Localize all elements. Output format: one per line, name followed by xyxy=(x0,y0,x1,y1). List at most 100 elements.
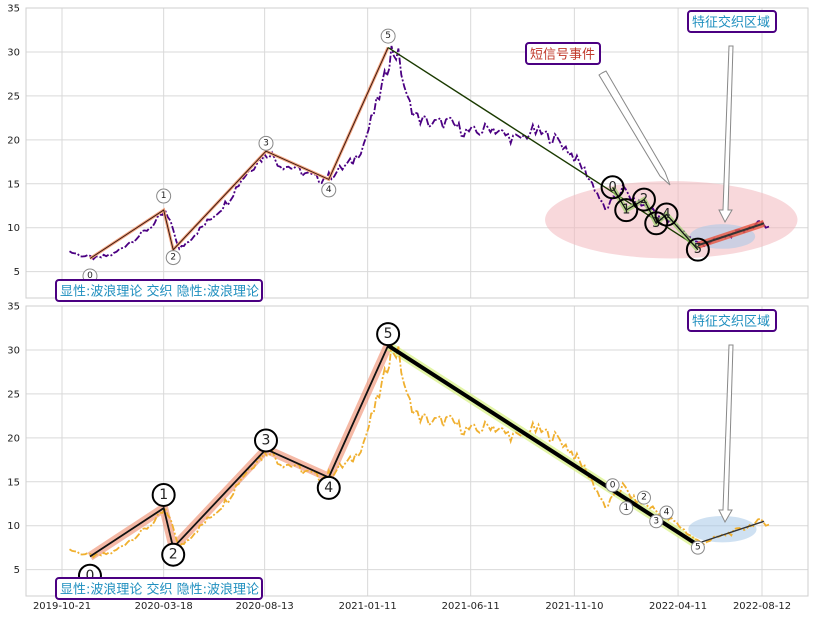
wave-line xyxy=(89,345,389,558)
y-tick-label: 20 xyxy=(7,135,20,146)
y-tick-label: 10 xyxy=(7,521,20,532)
short-signal-annotation: 短信号事件 xyxy=(525,42,601,65)
wave-label: 0 xyxy=(87,271,93,281)
short-signal-circle xyxy=(605,478,620,493)
top-feature-region-text: 特征交织区域 xyxy=(692,15,770,31)
short-signal-line xyxy=(612,186,699,251)
wave-label-circle xyxy=(258,135,274,151)
y-tick-label: 35 xyxy=(7,302,20,313)
wave-label: 1 xyxy=(161,191,167,201)
feature-region-line xyxy=(697,520,765,544)
short-signal-label: 3 xyxy=(652,216,660,231)
top-short-signal-lines xyxy=(610,186,700,252)
short-signal-label: 3 xyxy=(653,516,659,526)
top-wave-labels: 0 1 2 3 4 5 xyxy=(82,28,396,284)
top-y-tick-labels: 5 10 15 20 25 30 35 xyxy=(7,4,20,279)
bottom-feature-region-line xyxy=(697,520,765,544)
top-legend-annotation: 显性:波浪理论 交织 隐性:波浪理论 xyxy=(55,279,263,302)
short-signal-circle xyxy=(631,187,656,212)
short-signal-circle xyxy=(659,505,674,520)
short-signal-arrow xyxy=(598,70,671,186)
bottom-feature-region-annotation: 特征交织区域 xyxy=(687,309,777,332)
x-tick-label: 2022-04-11 xyxy=(649,601,707,612)
wave-label-circle xyxy=(316,475,341,500)
wave-label-circle xyxy=(156,188,172,204)
wave-line-glow xyxy=(87,343,393,561)
wave-line xyxy=(89,47,389,259)
wave-label-circle xyxy=(253,428,278,453)
wave-label: 0 xyxy=(86,568,95,584)
wave-label: 4 xyxy=(324,480,333,496)
short-signal-circle xyxy=(654,202,679,227)
top-feature-region-arrow xyxy=(718,45,734,224)
short-signal-circle xyxy=(614,198,639,223)
x-tick-label: 2020-03-18 xyxy=(135,601,193,612)
short-signal-text: 短信号事件 xyxy=(530,48,595,63)
feature-region-line xyxy=(697,222,765,247)
bottom-wave-glow xyxy=(87,341,701,561)
wave-label-circle xyxy=(161,542,186,567)
short-signal-label: 4 xyxy=(662,207,670,222)
short-signal-label: 2 xyxy=(640,192,648,207)
bottom-frame xyxy=(25,305,809,597)
bottom-wave-lines xyxy=(89,343,699,558)
top-wave-lines xyxy=(89,46,699,260)
short-signal-label: 2 xyxy=(641,493,647,503)
x-tick-label: 2021-01-11 xyxy=(339,601,397,612)
x-tick-label: 2022-08-12 xyxy=(733,601,791,612)
y-tick-label: 35 xyxy=(7,4,20,15)
y-tick-label: 25 xyxy=(7,91,20,102)
short-signal-label: 0 xyxy=(608,180,616,195)
x-tick-labels: 2019-10-21 2020-03-18 2020-08-13 2021-01-11… xyxy=(33,601,791,612)
y-tick-label: 25 xyxy=(7,389,20,400)
y-tick-label: 15 xyxy=(7,477,20,488)
trend-line xyxy=(387,343,699,547)
short-signal-label: 4 xyxy=(664,508,670,518)
bottom-short-signal-labels: 0 1 2 34 5 xyxy=(605,478,705,555)
highlight-ellipse xyxy=(688,516,757,543)
bottom-legend-annotation: 显性:波浪理论 交织 隐性:波浪理论 xyxy=(55,577,263,600)
short-signal-circle xyxy=(685,237,710,262)
top-feature-region-line xyxy=(696,219,766,249)
wave-label: 3 xyxy=(263,138,269,148)
wave-label: 2 xyxy=(170,253,176,263)
y-tick-label: 5 xyxy=(14,267,20,278)
short-signal-circle xyxy=(600,175,625,200)
top-legend-text: 显性:波浪理论 交织 隐性:波浪理论 xyxy=(60,284,259,300)
wave-label-circle xyxy=(165,250,181,266)
bottom-y-tick-labels: 5 10 15 20 25 30 35 xyxy=(7,302,20,577)
bottom-wave-labels: 0 1 2 3 4 5 xyxy=(77,322,401,588)
wave-label: 4 xyxy=(326,185,332,195)
x-tick-label: 2020-08-13 xyxy=(236,601,294,612)
y-tick-label: 10 xyxy=(7,223,20,234)
wave-label-circle xyxy=(376,322,401,347)
wave-label: 5 xyxy=(384,326,393,342)
bottom-legend-text: 显性:波浪理论 交织 隐性:波浪理论 xyxy=(60,582,259,598)
y-tick-label: 15 xyxy=(7,179,20,190)
wave-label-circle xyxy=(151,482,176,507)
top-frame xyxy=(25,7,809,299)
short-signal-label: 5 xyxy=(695,543,701,553)
short-signal-label: 1 xyxy=(623,503,629,513)
y-tick-label: 30 xyxy=(7,47,20,58)
y-tick-label: 5 xyxy=(14,565,20,576)
wave-label: 3 xyxy=(262,432,271,448)
top-feature-region-annotation: 特征交织区域 xyxy=(687,10,777,33)
x-tick-label: 2021-11-10 xyxy=(545,601,603,612)
wave-label-circle xyxy=(380,28,396,44)
short-signal-label: 5 xyxy=(694,242,702,257)
y-tick-label: 20 xyxy=(7,433,20,444)
wave-label: 5 xyxy=(385,31,391,41)
short-signal-circle xyxy=(619,501,634,516)
bottom-grid xyxy=(26,305,808,596)
short-signal-label: 1 xyxy=(622,203,630,218)
bottom-feature-region-arrow xyxy=(718,344,734,524)
x-tick-label: 2019-10-21 xyxy=(33,601,91,612)
short-signal-circle xyxy=(636,490,651,505)
x-tick-label: 2021-06-11 xyxy=(442,601,500,612)
wave-label-circle xyxy=(321,182,337,198)
